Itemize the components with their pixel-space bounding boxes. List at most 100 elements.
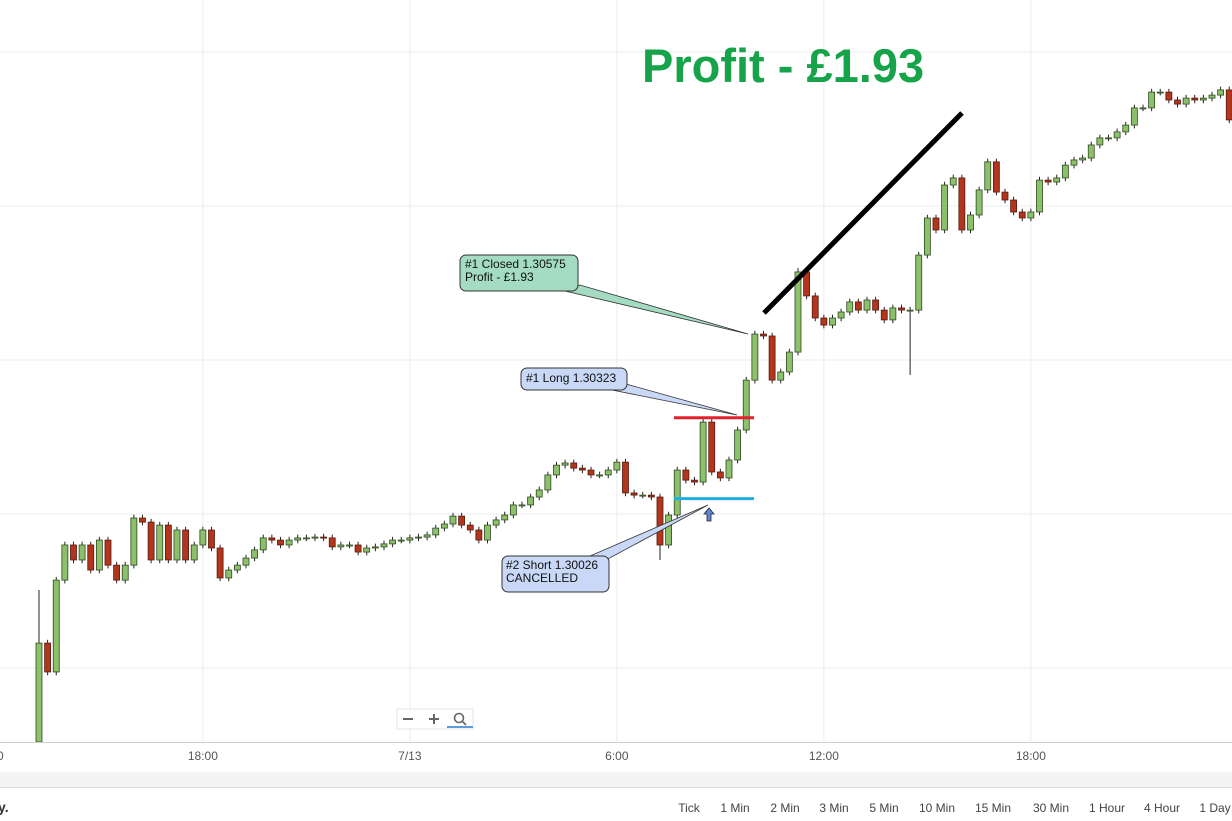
callout-box	[520, 367, 628, 391]
candle-body	[1096, 137, 1104, 146]
candle-body	[1148, 91, 1156, 109]
candle-body	[785, 351, 793, 373]
order-price: 1.30026	[555, 558, 599, 572]
order-lines	[674, 416, 754, 501]
candle-body	[415, 536, 422, 539]
candle-body	[691, 479, 698, 483]
candle-body	[587, 469, 595, 476]
callout-note: CANCELLED	[506, 571, 578, 585]
callout-pointer	[588, 504, 709, 561]
candle-body	[225, 569, 233, 579]
timeframe-button[interactable]: 15 Min	[975, 801, 1011, 815]
x-tick-label: 0	[0, 749, 4, 763]
candle-body	[596, 474, 604, 477]
timeframe-button[interactable]: 1 Min	[720, 801, 749, 815]
zoom-reset[interactable]	[453, 712, 465, 724]
candle-body	[578, 467, 586, 471]
candle-body	[406, 537, 414, 541]
candle-body	[44, 642, 52, 673]
candle-body	[190, 544, 198, 561]
candle-body	[682, 469, 690, 481]
candle-body	[440, 523, 448, 529]
candle-body	[604, 469, 612, 476]
candle-body	[846, 301, 854, 313]
candle-body	[1027, 211, 1035, 219]
candle-body	[87, 544, 95, 571]
candle-body	[673, 469, 681, 516]
candle-body	[277, 539, 284, 546]
candle-body	[199, 529, 207, 546]
candle-body	[233, 564, 241, 571]
candle-body	[1139, 107, 1147, 110]
zoom-in[interactable]	[429, 714, 439, 724]
candle-body	[570, 462, 578, 469]
candle-body	[811, 295, 819, 319]
candle-body	[354, 544, 362, 553]
candle-body	[639, 494, 647, 497]
candle-body	[829, 317, 836, 326]
candle-body	[1199, 97, 1207, 101]
timeframe-button[interactable]: 5 Min	[869, 801, 898, 815]
timeframe-button[interactable]: 10 Min	[919, 801, 955, 815]
candle-body	[553, 464, 560, 476]
trend-line	[762, 111, 964, 315]
timeframe-button[interactable]: 1 Day	[1199, 801, 1230, 815]
candle-body	[708, 421, 716, 473]
candle-body	[958, 177, 966, 231]
candle-body	[1105, 137, 1112, 140]
x-axis-band	[0, 742, 1232, 772]
candle-body	[285, 539, 293, 546]
timeframe-button[interactable]: 3 Min	[819, 801, 848, 815]
candle-body	[380, 543, 388, 548]
zoom-controls	[396, 708, 474, 730]
v-grid	[202, 0, 1032, 742]
order-label: #1 Long	[526, 371, 569, 385]
candle-body	[544, 474, 552, 491]
candle-body	[941, 184, 949, 231]
timeframe-button[interactable]: Tick	[678, 801, 701, 815]
candle-body	[647, 494, 655, 498]
candle-body	[751, 333, 759, 381]
callout-short: #2 Short 1.30026 CANCELLED	[501, 504, 709, 593]
timeframe-button[interactable]: 4 Hour	[1144, 801, 1180, 815]
timeframe-button[interactable]: 2 Min	[770, 801, 799, 815]
callout-box	[501, 555, 610, 593]
candle-body	[363, 547, 371, 553]
footer-left: y.	[0, 799, 9, 815]
candle-body	[915, 254, 923, 311]
candle-body	[768, 335, 776, 381]
candle-body	[302, 537, 310, 540]
candle-body	[216, 547, 224, 579]
candle-body	[251, 549, 259, 559]
x-tick-label: 7/13	[398, 749, 422, 763]
candle-body	[484, 524, 491, 541]
candle-body	[984, 161, 992, 191]
candle-body	[1156, 91, 1164, 94]
candle-body	[337, 544, 345, 548]
timeframe-button[interactable]: 30 Min	[1033, 801, 1069, 815]
callout-long: #1 Long 1.30323	[520, 367, 738, 416]
candle-body	[535, 489, 543, 498]
timeframe-button[interactable]: 1 Hour	[1089, 801, 1125, 815]
candle-body	[932, 217, 940, 231]
candle-body	[1018, 211, 1026, 219]
candle-body	[78, 544, 86, 561]
candle-body	[397, 539, 405, 542]
candle-body	[854, 301, 862, 311]
candle-body	[820, 317, 828, 326]
candle-body	[1087, 144, 1095, 159]
candle-body	[389, 539, 397, 545]
candle-body	[466, 524, 474, 531]
callout-text: #1 Closed 1.30575	[465, 257, 566, 271]
candle-body	[794, 271, 802, 353]
callout-pointer	[610, 383, 738, 416]
order-label: #2 Short	[506, 558, 552, 572]
candle-body	[61, 544, 69, 581]
timeframes: Tick 1 Min 2 Min 3 Min 5 Min 10 Min 15 Min 30 M…	[678, 801, 1230, 815]
candle-body	[509, 504, 517, 516]
candle-body	[1036, 179, 1043, 213]
candle-body	[52, 579, 60, 673]
candle-body	[1208, 94, 1216, 99]
